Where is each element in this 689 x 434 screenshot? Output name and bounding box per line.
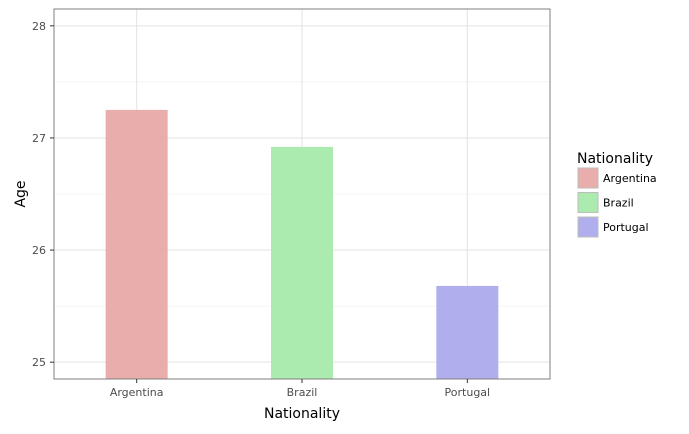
legend-title: Nationality — [577, 151, 653, 167]
legend-swatch-argentina — [577, 167, 599, 189]
legend-items: Argentina Brazil Portugal — [577, 167, 657, 238]
legend: Nationality Argentina Brazil Portugal — [577, 151, 657, 238]
legend-swatch-portugal — [577, 216, 599, 238]
x-axis-ticks: Argentina Brazil Portugal — [110, 379, 490, 399]
x-axis-title: Nationality — [264, 406, 340, 422]
legend-label-brazil: Brazil — [603, 197, 634, 210]
bars — [105, 109, 499, 379]
y-axis-ticks: 25 26 27 28 — [32, 20, 54, 369]
y-tick-label: 26 — [32, 244, 46, 257]
bar-brazil — [271, 146, 333, 379]
legend-label-portugal: Portugal — [603, 221, 649, 234]
legend-label-argentina: Argentina — [603, 172, 657, 185]
y-tick-label: 25 — [32, 356, 46, 369]
y-tick-label: 28 — [32, 20, 46, 33]
bar-argentina — [105, 109, 168, 379]
x-tick-label: Argentina — [110, 386, 164, 399]
bar-portugal — [436, 285, 499, 379]
x-tick-label: Portugal — [445, 386, 491, 399]
legend-swatch-brazil — [577, 192, 599, 213]
y-axis-title: Age — [13, 180, 29, 207]
y-tick-label: 27 — [32, 132, 46, 145]
x-tick-label: Brazil — [287, 386, 318, 399]
